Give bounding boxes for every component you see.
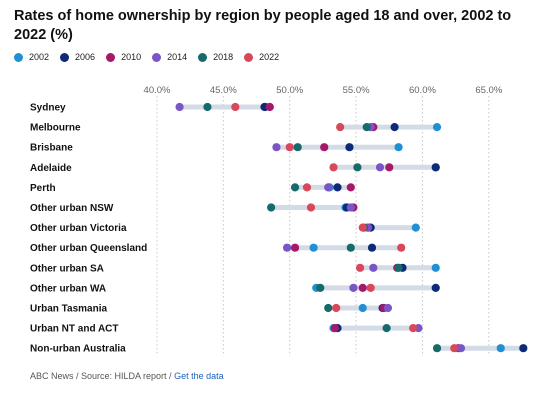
data-point-2022 xyxy=(450,344,459,353)
legend-label: 2006 xyxy=(75,52,96,62)
x-tick-label: 40.0% xyxy=(144,85,171,96)
chart-title: Rates of home ownership by region by peo… xyxy=(14,8,512,43)
data-point-2018 xyxy=(394,263,403,272)
row-label: Other urban Victoria xyxy=(30,223,127,234)
data-point-2022 xyxy=(231,102,240,112)
data-point-2010 xyxy=(385,163,394,172)
data-point-2002 xyxy=(496,344,505,353)
data-point-2014 xyxy=(375,163,385,172)
legend-item-2006: 2006 xyxy=(60,52,95,62)
data-point-2006 xyxy=(367,243,377,252)
legend-item-2010: 2010 xyxy=(106,52,141,62)
x-tick-label: 45.0% xyxy=(210,85,237,96)
x-tick-label: 65.0% xyxy=(475,85,502,96)
data-point-2014 xyxy=(175,102,184,112)
legend-marker xyxy=(14,52,23,62)
data-point-2002 xyxy=(358,303,367,313)
data-point-2018 xyxy=(432,344,442,353)
data-point-2002 xyxy=(432,123,442,132)
data-point-2010 xyxy=(265,102,274,112)
data-point-2014 xyxy=(346,203,355,212)
data-point-2002 xyxy=(431,263,440,272)
legend-item-2018: 2018 xyxy=(198,52,233,62)
data-point-2014 xyxy=(369,263,378,272)
data-point-2018 xyxy=(324,303,333,313)
data-point-2010 xyxy=(346,183,355,192)
data-point-2018 xyxy=(316,283,325,292)
data-point-2010 xyxy=(330,324,339,333)
row-label: Other urban WA xyxy=(30,283,106,294)
chart-footer: ABC News / Source: HILDA report / Get th… xyxy=(30,371,224,381)
legend-label: 2022 xyxy=(259,52,280,62)
legend-item-2022: 2022 xyxy=(244,52,279,62)
data-point-2022 xyxy=(332,303,341,313)
data-point-2022 xyxy=(366,283,375,292)
legend-marker xyxy=(198,52,208,62)
x-tick-label: 55.0% xyxy=(343,85,370,96)
legend-label: 2002 xyxy=(29,52,50,62)
data-point-2014 xyxy=(456,344,466,353)
data-point-2018 xyxy=(382,324,391,333)
row-label: Brisbane xyxy=(30,143,73,154)
data-point-2002 xyxy=(394,143,403,152)
row-label: Sydney xyxy=(30,103,66,114)
data-point-2022 xyxy=(409,324,418,333)
data-point-2022 xyxy=(329,163,338,172)
data-point-2014 xyxy=(383,303,393,313)
data-point-2018 xyxy=(290,183,300,192)
chart-legend: 2002 2006 2010 2014 2018 2022 xyxy=(14,50,290,64)
legend-marker xyxy=(60,52,70,62)
row-label: Melbourne xyxy=(30,123,81,134)
data-point-2006 xyxy=(390,123,399,132)
data-point-2022 xyxy=(285,143,294,152)
data-point-2014 xyxy=(324,183,333,192)
data-point-2002 xyxy=(411,223,420,232)
data-point-2018 xyxy=(346,243,355,252)
data-point-2018 xyxy=(362,123,371,132)
row-label: Perth xyxy=(30,183,56,194)
x-tick-label: 50.0% xyxy=(276,85,303,96)
data-point-2022 xyxy=(306,203,316,212)
row-label: Urban Tasmania xyxy=(30,304,107,315)
row-label: Adelaide xyxy=(30,163,72,174)
data-point-2006 xyxy=(431,163,440,172)
source-text: ABC News / Source: HILDA report / xyxy=(30,371,175,381)
data-point-2006 xyxy=(519,344,528,353)
legend-marker xyxy=(106,52,116,62)
data-point-2006 xyxy=(431,283,440,292)
row-label: Other urban NSW xyxy=(30,203,114,214)
data-point-2018 xyxy=(203,102,212,112)
data-point-2022 xyxy=(397,243,406,252)
data-point-2022 xyxy=(355,263,365,272)
legend-label: 2014 xyxy=(167,52,188,62)
data-point-2002 xyxy=(309,243,318,252)
data-point-2014 xyxy=(349,283,358,292)
legend-label: 2010 xyxy=(121,52,142,62)
data-point-2022 xyxy=(302,183,312,192)
legend-item-2002: 2002 xyxy=(14,52,49,62)
data-point-2018 xyxy=(293,143,302,152)
data-point-2022 xyxy=(336,123,345,132)
legend-item-2014: 2014 xyxy=(152,52,187,62)
row-label: Non-urban Australia xyxy=(30,344,126,355)
legend-label: 2018 xyxy=(213,52,234,62)
get-the-data-link[interactable]: Get the data xyxy=(174,371,224,381)
legend-marker xyxy=(244,52,254,62)
legend-marker xyxy=(152,52,162,62)
row-label: Other urban Queensland xyxy=(30,243,147,254)
x-tick-label: 60.0% xyxy=(409,85,436,96)
data-point-2018 xyxy=(267,203,276,212)
data-point-2018 xyxy=(353,163,362,172)
row-label: Urban NT and ACT xyxy=(30,324,119,335)
data-point-2010 xyxy=(290,243,300,252)
data-point-2006 xyxy=(333,183,342,192)
data-point-2010 xyxy=(320,143,329,152)
data-point-2022 xyxy=(358,223,367,232)
data-point-2006 xyxy=(345,143,354,152)
data-point-2014 xyxy=(282,243,292,252)
row-label: Other urban SA xyxy=(30,263,104,274)
data-point-2010 xyxy=(358,283,367,292)
data-point-2014 xyxy=(272,143,281,152)
